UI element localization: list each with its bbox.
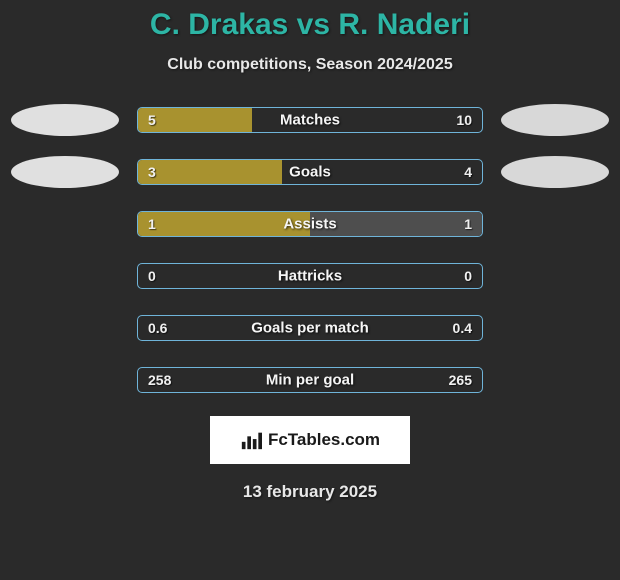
stat-row: 3 4 Goals bbox=[0, 156, 620, 188]
side-spacer bbox=[501, 312, 609, 344]
stat-right-value: 1 bbox=[464, 216, 472, 232]
side-spacer bbox=[501, 260, 609, 292]
bars-icon bbox=[240, 429, 262, 451]
stat-left-value: 3 bbox=[148, 164, 156, 180]
stat-label: Min per goal bbox=[266, 372, 354, 389]
player-right-marker bbox=[501, 104, 609, 136]
date-text: 13 february 2025 bbox=[0, 482, 620, 502]
player-right-marker bbox=[501, 156, 609, 188]
stat-label: Goals bbox=[289, 164, 331, 181]
stat-left-value: 0 bbox=[148, 268, 156, 284]
page-title: C. Drakas vs R. Naderi bbox=[0, 8, 620, 42]
comparison-infographic: C. Drakas vs R. Naderi Club competitions… bbox=[0, 0, 620, 580]
side-spacer bbox=[501, 208, 609, 240]
stat-row: 5 10 Matches bbox=[0, 104, 620, 136]
stat-bar: 5 10 Matches bbox=[137, 107, 483, 133]
stat-right-value: 265 bbox=[449, 372, 472, 388]
stat-row: 258 265 Min per goal bbox=[0, 364, 620, 396]
stat-right-value: 4 bbox=[464, 164, 472, 180]
stat-row: 0 0 Hattricks bbox=[0, 260, 620, 292]
player-left-marker bbox=[11, 104, 119, 136]
subtitle: Club competitions, Season 2024/2025 bbox=[0, 56, 620, 74]
stat-right-value: 0 bbox=[464, 268, 472, 284]
stat-bar: 0.6 0.4 Goals per match bbox=[137, 315, 483, 341]
stat-bar: 258 265 Min per goal bbox=[137, 367, 483, 393]
logo-text: FcTables.com bbox=[268, 430, 380, 450]
stat-row: 0.6 0.4 Goals per match bbox=[0, 312, 620, 344]
stats-container: 5 10 Matches 3 4 Goals 1 1 Assists 0 0 Hattricks 0.6… bbox=[0, 104, 620, 396]
stat-bar: 1 1 Assists bbox=[137, 211, 483, 237]
stat-label: Hattricks bbox=[278, 268, 342, 285]
stat-label: Goals per match bbox=[251, 320, 369, 337]
stat-label: Matches bbox=[280, 112, 340, 129]
stat-left-value: 5 bbox=[148, 112, 156, 128]
side-spacer bbox=[501, 364, 609, 396]
bar-left-fill bbox=[138, 160, 282, 184]
stat-left-value: 258 bbox=[148, 372, 171, 388]
side-spacer bbox=[11, 208, 119, 240]
stat-left-value: 0.6 bbox=[148, 320, 167, 336]
stat-left-value: 1 bbox=[148, 216, 156, 232]
stat-right-value: 0.4 bbox=[453, 320, 472, 336]
side-spacer bbox=[11, 312, 119, 344]
side-spacer bbox=[11, 364, 119, 396]
stat-right-value: 10 bbox=[456, 112, 472, 128]
logo-box: FcTables.com bbox=[210, 416, 410, 464]
stat-bar: 0 0 Hattricks bbox=[137, 263, 483, 289]
player-left-marker bbox=[11, 156, 119, 188]
stat-bar: 3 4 Goals bbox=[137, 159, 483, 185]
stat-row: 1 1 Assists bbox=[0, 208, 620, 240]
side-spacer bbox=[11, 260, 119, 292]
stat-label: Assists bbox=[283, 216, 336, 233]
